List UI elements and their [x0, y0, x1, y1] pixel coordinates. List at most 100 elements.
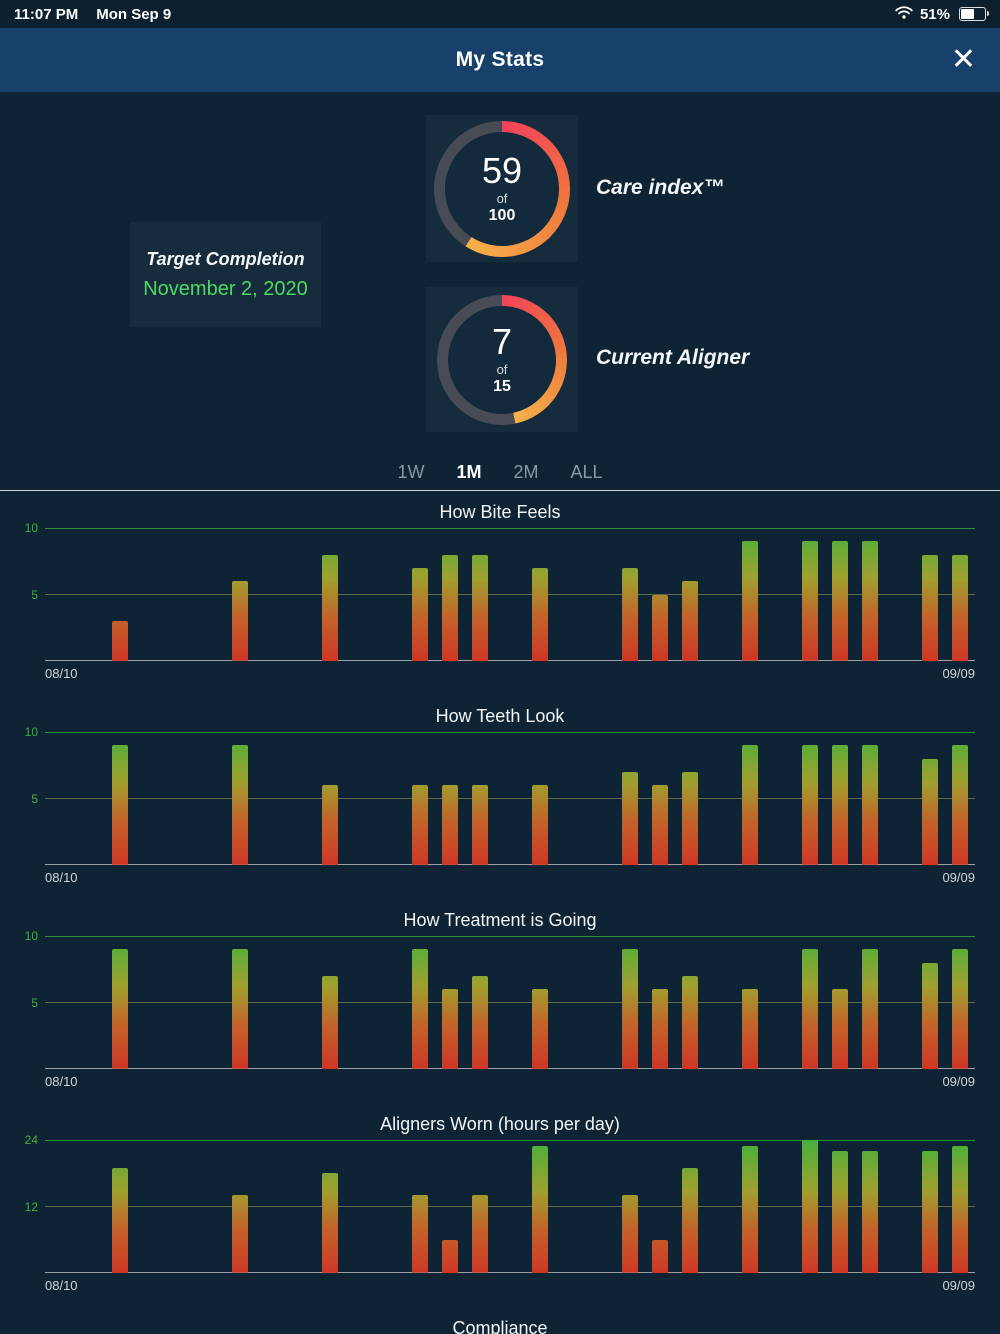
bar [412, 1195, 428, 1273]
bar [442, 554, 458, 661]
bar [112, 621, 128, 661]
axis-baseline [45, 660, 975, 661]
bar [922, 758, 938, 865]
bar [472, 1195, 488, 1273]
axis-baseline [45, 1272, 975, 1273]
gridline-max [45, 732, 975, 733]
bar [322, 785, 338, 865]
bar [742, 541, 758, 661]
bar [412, 785, 428, 865]
bar [532, 567, 548, 661]
bar [442, 1239, 458, 1273]
current-aligner-total: 15 [493, 378, 511, 395]
bar [862, 949, 878, 1069]
bar [232, 949, 248, 1069]
charts-container: How Bite Feels 10 5 08/10 09/09 How Teeth Loo… [0, 492, 1000, 1334]
bar [652, 1239, 668, 1273]
y-tick-label: 12 [24, 1199, 38, 1214]
status-right: 51% [895, 5, 989, 23]
chart-title: How Treatment is Going [403, 910, 597, 930]
bar [322, 1173, 338, 1273]
x-label-end: 09/09 [942, 666, 975, 681]
bar [802, 745, 818, 865]
bar [622, 949, 638, 1069]
bar [472, 785, 488, 865]
chart-plot: 10 5 [25, 929, 975, 1069]
bar [472, 975, 488, 1069]
bar [232, 581, 248, 661]
chart-title: Aligners Worn (hours per day) [380, 1114, 620, 1134]
chart-section: How Bite Feels 10 5 08/10 09/09 [0, 492, 1000, 696]
bar [652, 989, 668, 1069]
bar [532, 989, 548, 1069]
x-label-start: 08/10 [45, 666, 78, 681]
tab-1w[interactable]: 1W [397, 462, 425, 482]
y-tick-label: 10 [24, 725, 38, 739]
bar [622, 567, 638, 661]
status-left: 11:07 PM Mon Sep 9 [14, 6, 171, 23]
bar [862, 745, 878, 865]
close-icon[interactable]: ✕ [950, 43, 976, 76]
bar [532, 1145, 548, 1273]
target-completion-date: November 2, 2020 [143, 277, 308, 300]
chart-plot: 24 12 [25, 1133, 975, 1273]
bar [322, 975, 338, 1069]
bar [952, 745, 968, 865]
bar [832, 541, 848, 661]
x-label-end: 09/09 [942, 1074, 975, 1089]
y-tick-label: 10 [24, 521, 38, 535]
bar [442, 785, 458, 865]
battery-percent: 51% [919, 5, 950, 23]
chart-section: Aligners Worn (hours per day) 24 12 08/10 09… [0, 1104, 1000, 1308]
care-index-total: 100 [488, 207, 516, 224]
bar [952, 949, 968, 1069]
bar [742, 989, 758, 1069]
current-aligner-of-label: of [496, 362, 508, 377]
tab-all[interactable]: ALL [570, 462, 603, 482]
y-tick-label: 5 [31, 791, 38, 806]
care-index-gauge: 59 of 100 [434, 120, 570, 257]
tabs-divider [0, 490, 1000, 491]
bar [922, 554, 938, 661]
gridline-mid [45, 594, 975, 595]
chart-section: Compliance [0, 1308, 1000, 1334]
gridline-mid [45, 1002, 975, 1003]
current-aligner-panel: 7 of 15 [426, 287, 578, 432]
current-aligner-value: 7 [491, 321, 513, 362]
tab-1m[interactable]: 1M [456, 462, 482, 482]
bar [622, 1195, 638, 1273]
care-index-gauge-center: 59 of 100 [445, 131, 559, 246]
gridline-max [45, 528, 975, 529]
header: My Stats ✕ [0, 28, 1000, 92]
bar [412, 567, 428, 661]
bar [922, 1151, 938, 1273]
bar [832, 745, 848, 865]
wifi-icon [895, 5, 913, 23]
status-bar: 11:07 PM Mon Sep 9 51% [0, 0, 1000, 28]
bar [322, 554, 338, 661]
bar [112, 1167, 128, 1273]
bar [112, 949, 128, 1069]
target-completion-panel: Target Completion November 2, 2020 [130, 222, 321, 327]
y-tick-label: 24 [24, 1133, 38, 1147]
status-time: 11:07 PM [14, 5, 79, 23]
care-index-panel: 59 of 100 [426, 115, 578, 262]
chart-section: How Treatment is Going 10 5 08/10 09/09 [0, 900, 1000, 1104]
y-tick-label: 5 [31, 587, 38, 602]
bar [742, 745, 758, 865]
care-index-value: 59 [481, 150, 523, 191]
current-aligner-gauge-center: 7 of 15 [448, 305, 556, 414]
x-label-start: 08/10 [45, 1278, 78, 1293]
axis-baseline [45, 1068, 975, 1069]
tab-2m[interactable]: 2M [513, 462, 539, 482]
page-title: My Stats [455, 48, 545, 71]
bar [232, 745, 248, 865]
care-index-label: Care index™ [596, 176, 725, 199]
status-date: Mon Sep 9 [96, 5, 172, 23]
bar [952, 1145, 968, 1273]
bar [652, 594, 668, 661]
y-tick-label: 10 [24, 929, 38, 943]
x-label-end: 09/09 [942, 1278, 975, 1293]
time-range-tabs: 1W 1M 2M ALL [0, 462, 1000, 483]
